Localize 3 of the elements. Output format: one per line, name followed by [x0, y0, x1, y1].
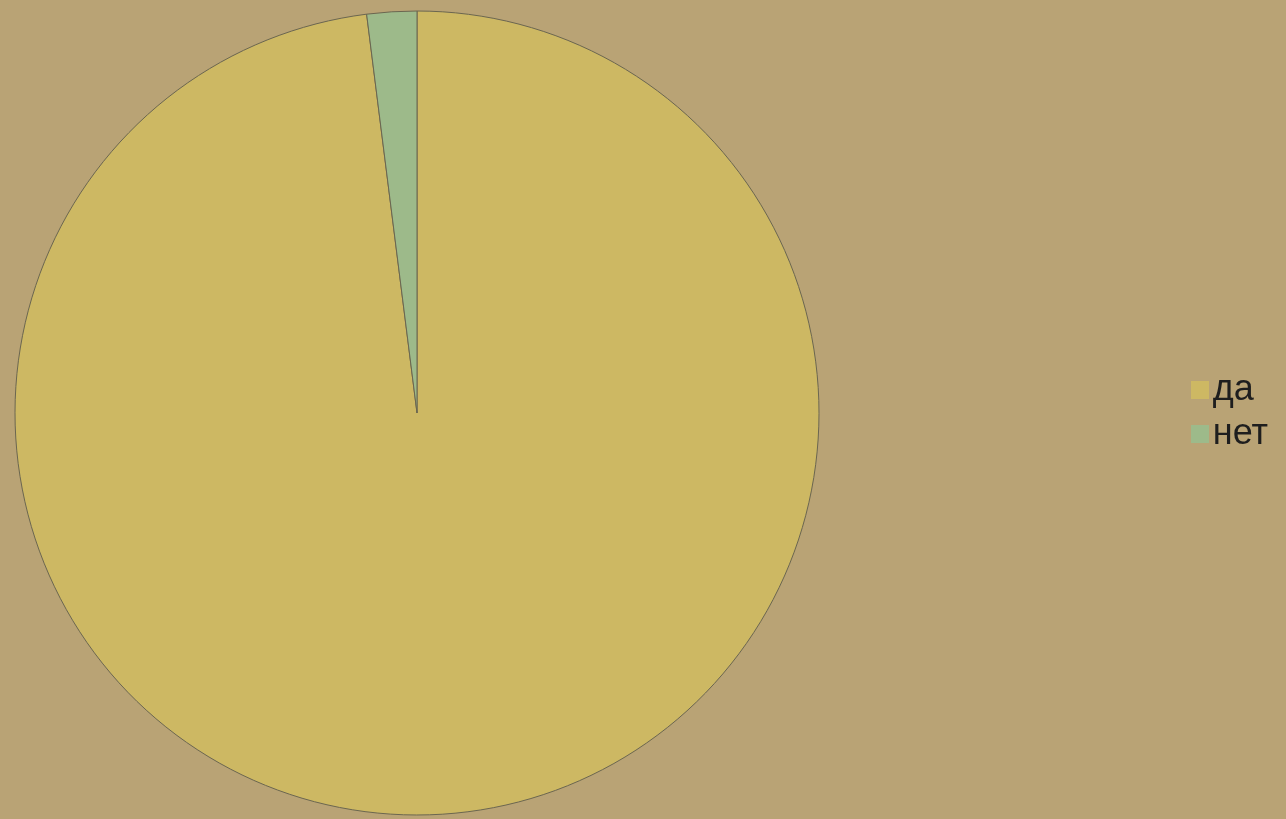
pie-slice: [14, 10, 820, 815]
legend-label: да: [1212, 366, 1254, 408]
legend-label: нет: [1212, 410, 1268, 452]
